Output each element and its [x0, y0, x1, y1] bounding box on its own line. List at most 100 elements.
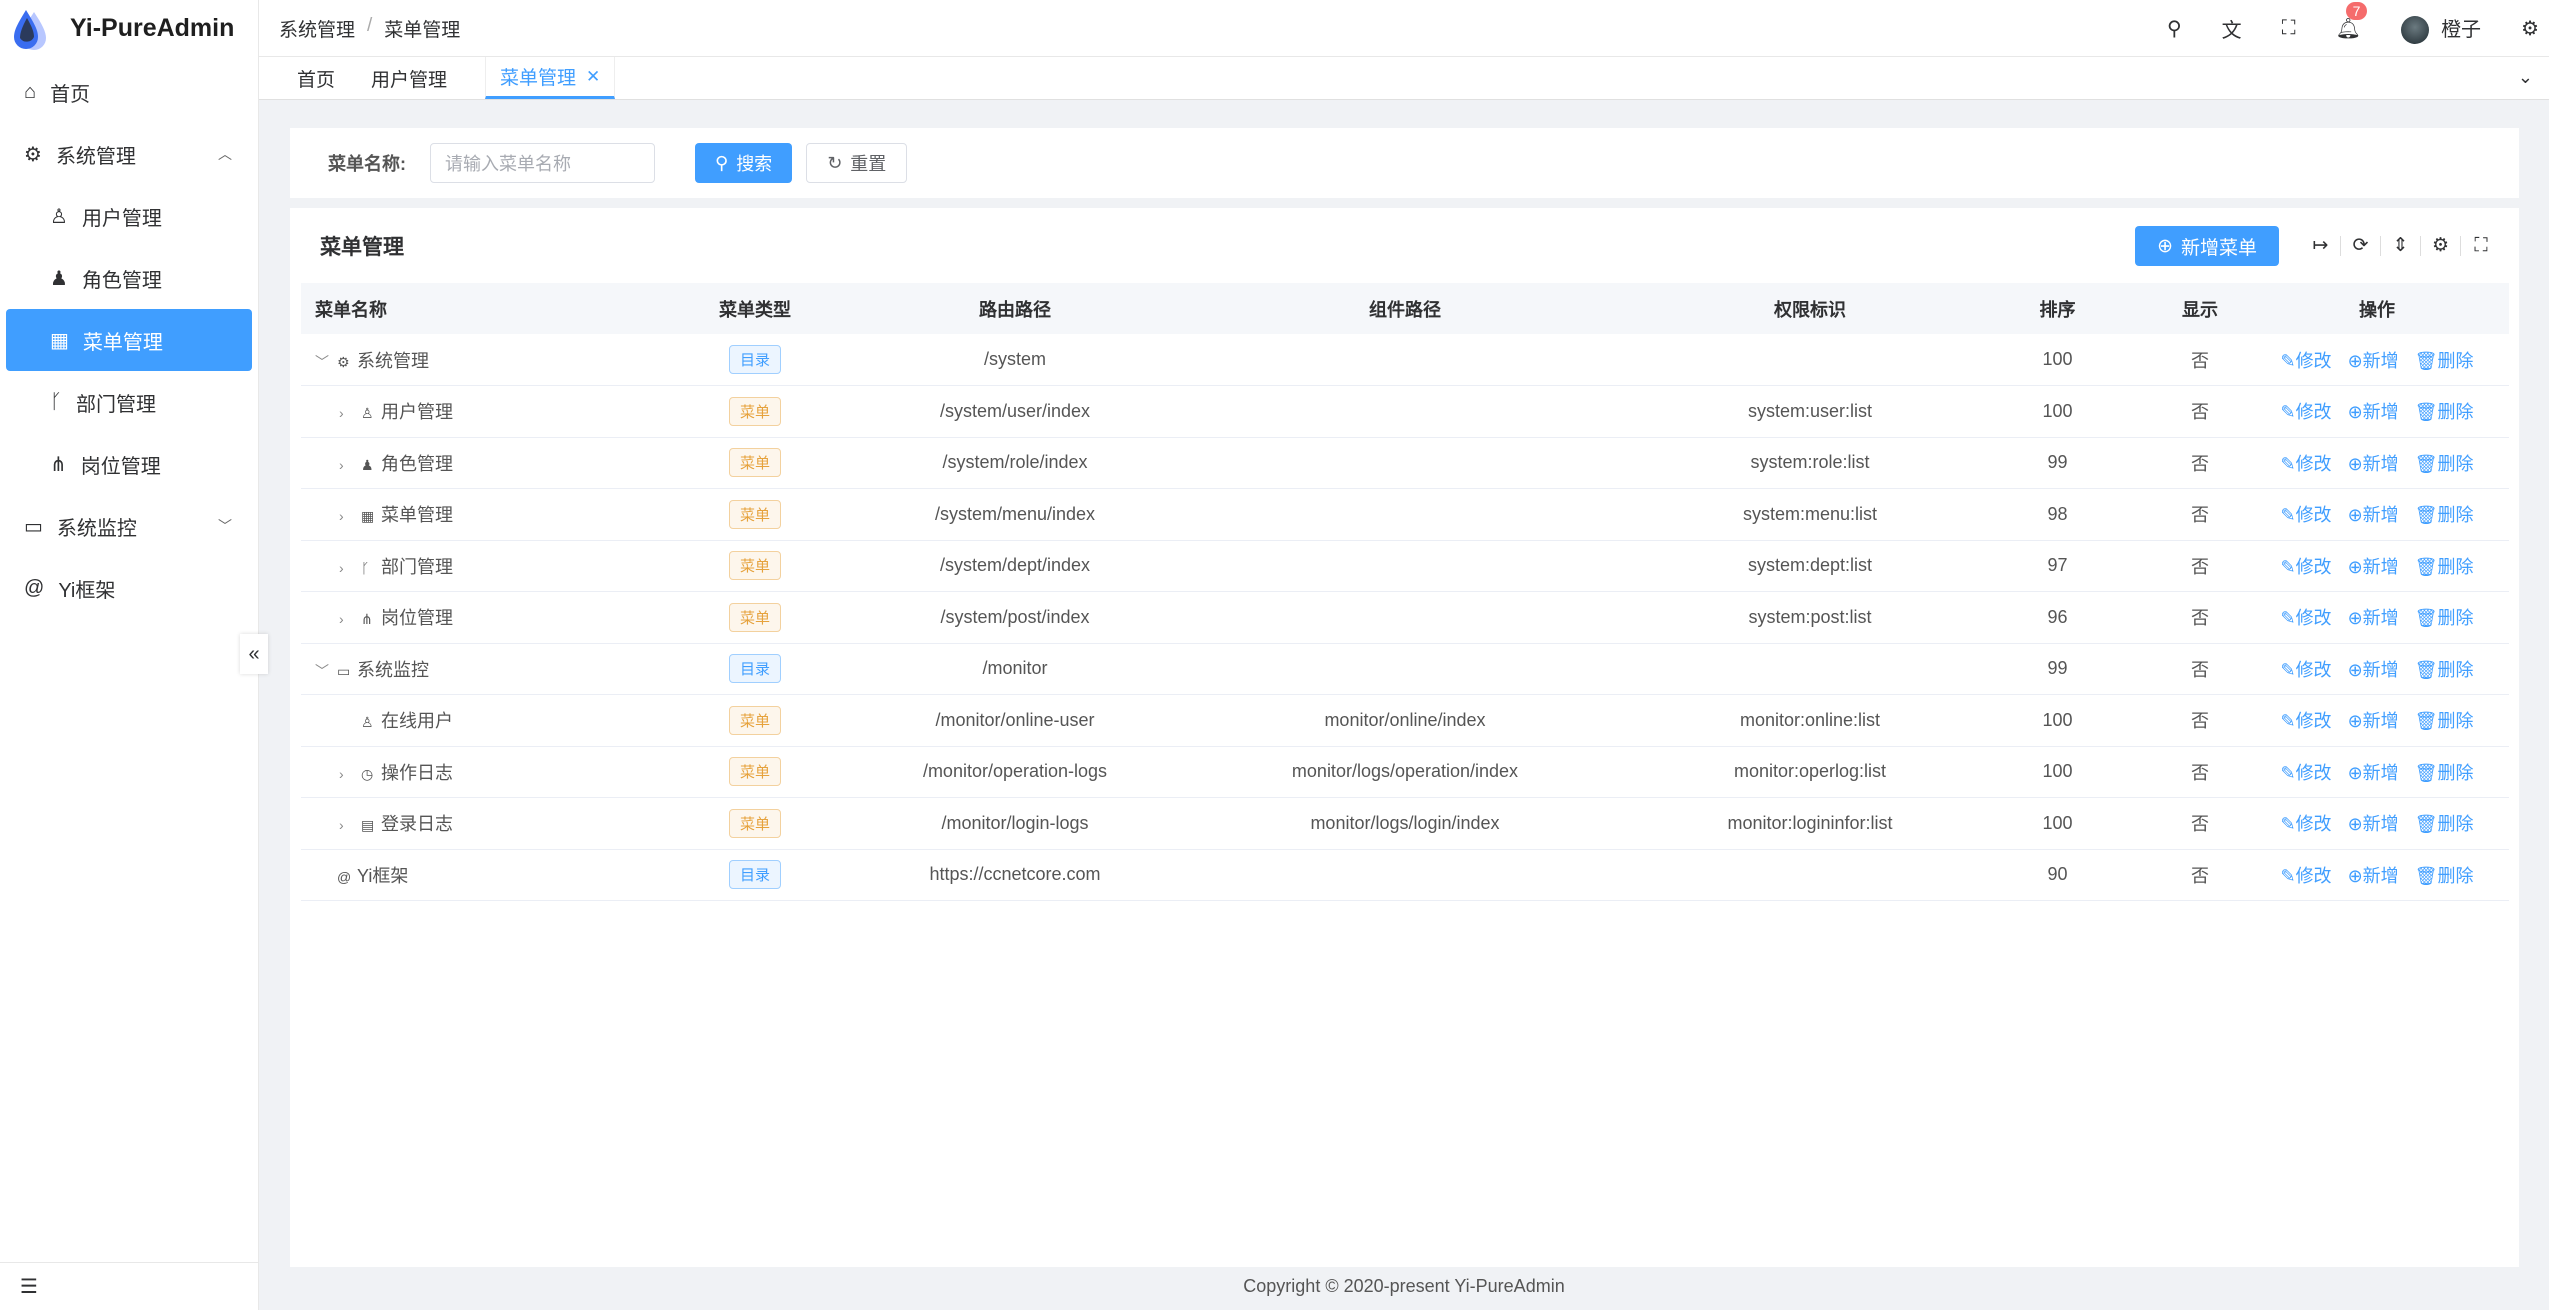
column-header: 路由路径: [880, 283, 1150, 334]
route-path: /system/dept/index: [880, 540, 1150, 592]
menu-fold-icon: ☰: [20, 1276, 38, 1298]
delete-button[interactable]: 🗑︎删除: [2414, 505, 2474, 526]
menu-item-icon: ▦: [361, 508, 375, 525]
add-child-button[interactable]: ⊕新增: [2347, 814, 2399, 835]
edit-button[interactable]: ✎修改: [2280, 608, 2332, 629]
add-child-button[interactable]: ⊕新增: [2347, 762, 2399, 783]
add-child-button[interactable]: ⊕新增: [2347, 505, 2399, 526]
menu-name: 系统管理: [357, 350, 429, 371]
edit-button[interactable]: ✎修改: [2280, 350, 2332, 371]
sort-order: 100: [1960, 385, 2155, 438]
chevron-right-icon[interactable]: ›: [339, 456, 344, 473]
delete-button[interactable]: 🗑︎删除: [2414, 814, 2474, 835]
add-child-button[interactable]: ⊕新增: [2347, 659, 2399, 680]
edit-button[interactable]: ✎修改: [2280, 711, 2332, 732]
column-settings-icon[interactable]: ⚙: [2421, 236, 2461, 256]
tab-home[interactable]: 首页: [297, 69, 336, 91]
menu-name-input[interactable]: 请输入菜单名称: [430, 143, 655, 183]
chevron-right-icon[interactable]: ›: [339, 405, 344, 422]
chevron-down-icon[interactable]: ﹀: [315, 662, 329, 679]
chevron-down-icon[interactable]: ⌄: [2517, 67, 2533, 87]
settings-gear-icon[interactable]: ⚙: [2521, 18, 2539, 40]
edit-button[interactable]: ✎修改: [2280, 505, 2332, 526]
delete-button[interactable]: 🗑︎删除: [2414, 402, 2474, 423]
visible: 否: [2155, 334, 2245, 386]
translate-icon[interactable]: 文: [2221, 20, 2242, 42]
chevron-right-icon[interactable]: ›: [339, 611, 344, 628]
component-path: [1150, 591, 1660, 644]
add-child-button[interactable]: ⊕新增: [2347, 865, 2399, 886]
org-icon: ⋔: [50, 453, 67, 476]
chevron-right-icon[interactable]: ›: [339, 765, 344, 782]
add-child-button[interactable]: ⊕新增: [2347, 556, 2399, 577]
delete-button[interactable]: 🗑︎删除: [2414, 659, 2474, 680]
search-icon[interactable]: ⚲: [2167, 18, 2182, 40]
user-menu[interactable]: 橙子: [2401, 13, 2481, 45]
logo[interactable]: Yi-PureAdmin: [0, 0, 258, 57]
add-menu-button[interactable]: ⊕ 新增菜单: [2135, 226, 2279, 266]
sidebar-item-system[interactable]: ⚙ 系统管理 ︿: [24, 143, 232, 168]
reset-button[interactable]: ↻ 重置: [806, 143, 908, 183]
tab-users[interactable]: 用户管理: [371, 69, 448, 91]
delete-button[interactable]: 🗑︎删除: [2414, 608, 2474, 629]
fullscreen-icon[interactable]: ⛶: [2474, 235, 2488, 256]
username: 橙子: [2441, 18, 2482, 41]
breadcrumb-item: 菜单管理: [384, 19, 461, 41]
sidebar-item-posts[interactable]: ⋔ 岗位管理: [50, 453, 161, 478]
sidebar-item-depts[interactable]: ᚴ 部门管理: [50, 390, 156, 416]
edit-button[interactable]: ✎修改: [2280, 556, 2332, 577]
sort-order: 96: [1960, 591, 2155, 644]
edit-button[interactable]: ✎修改: [2280, 814, 2332, 835]
permission: [1660, 849, 1960, 901]
visible: 否: [2155, 643, 2245, 695]
table-row: ﹀ ▭ 系统监控 目录 /monitor 99 否 ✎修改 ⊕新增 🗑︎删除: [301, 643, 2509, 695]
sidebar-toggle-button[interactable]: ☰: [0, 1262, 259, 1310]
search-form: 菜单名称: 请输入菜单名称 ⚲ 搜索 ↻ 重置: [290, 128, 2519, 198]
delete-button[interactable]: 🗑︎删除: [2414, 865, 2474, 886]
add-child-button[interactable]: ⊕新增: [2347, 608, 2399, 629]
collapse-sidebar-button[interactable]: «: [240, 634, 268, 674]
chevron-right-icon[interactable]: ›: [339, 508, 344, 525]
delete-button[interactable]: 🗑︎删除: [2414, 711, 2474, 732]
refresh-icon[interactable]: ⟳: [2341, 236, 2381, 256]
chevron-right-icon[interactable]: ›: [339, 817, 344, 834]
menu-name: Yi框架: [357, 865, 409, 886]
delete-button[interactable]: 🗑︎删除: [2414, 453, 2474, 474]
route-path: /system: [880, 334, 1150, 386]
breadcrumb-item[interactable]: 系统管理: [279, 19, 356, 41]
sidebar-item-monitor[interactable]: ▭ 系统监控 ﹀: [24, 515, 232, 540]
edit-button[interactable]: ✎修改: [2280, 453, 2332, 474]
delete-button[interactable]: 🗑︎删除: [2414, 762, 2474, 783]
close-icon[interactable]: ✕: [586, 66, 601, 86]
density-icon[interactable]: ⇕: [2381, 236, 2421, 256]
edit-button[interactable]: ✎修改: [2280, 402, 2332, 423]
add-child-button[interactable]: ⊕新增: [2347, 711, 2399, 732]
permission: monitor:logininfor:list: [1660, 797, 1960, 850]
sidebar: Yi-PureAdmin ⌂ 首页 ⚙ 系统管理 ︿ ♙ 用户管理 ♟ 角色管理 ▦ 菜单管…: [0, 0, 259, 1310]
expand-all-icon[interactable]: ↦: [2301, 236, 2341, 256]
sidebar-item-roles[interactable]: ♟ 角色管理: [50, 267, 162, 292]
visible: 否: [2155, 694, 2245, 747]
notification-bell-icon[interactable]: 🔔︎ 7: [2336, 2, 2368, 41]
sidebar-item-menus[interactable]: ▦ 菜单管理: [6, 309, 252, 371]
delete-button[interactable]: 🗑︎删除: [2414, 556, 2474, 577]
search-button[interactable]: ⚲ 搜索: [695, 143, 793, 183]
double-chevron-left-icon: «: [248, 642, 260, 665]
sidebar-item-users[interactable]: ♙ 用户管理: [50, 205, 162, 230]
chevron-right-icon[interactable]: ›: [339, 559, 344, 576]
sidebar-item-yi[interactable]: @ Yi框架: [24, 576, 116, 602]
sidebar-item-home[interactable]: ⌂ 首页: [24, 80, 91, 106]
delete-button[interactable]: 🗑︎删除: [2414, 350, 2474, 371]
logo-drop-icon: [14, 9, 46, 50]
edit-button[interactable]: ✎修改: [2280, 865, 2332, 886]
edit-button[interactable]: ✎修改: [2280, 762, 2332, 783]
visible: 否: [2155, 540, 2245, 592]
add-child-button[interactable]: ⊕新增: [2347, 350, 2399, 371]
add-child-button[interactable]: ⊕新增: [2347, 402, 2399, 423]
menu-type-tag: 菜单: [728, 396, 781, 426]
add-child-button[interactable]: ⊕新增: [2347, 453, 2399, 474]
tab-menus[interactable]: 菜单管理 ✕: [485, 57, 616, 99]
fullscreen-icon[interactable]: ⛶: [2281, 17, 2296, 39]
chevron-down-icon[interactable]: ﹀: [315, 353, 329, 370]
edit-button[interactable]: ✎修改: [2280, 659, 2332, 680]
